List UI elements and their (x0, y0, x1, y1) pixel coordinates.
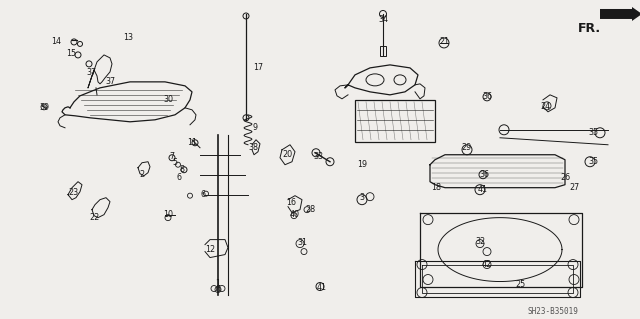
Text: FR.: FR. (578, 22, 601, 35)
Text: 35: 35 (588, 157, 598, 166)
Text: SH23-B35019: SH23-B35019 (528, 308, 579, 316)
Text: 11: 11 (187, 138, 197, 147)
Text: 37: 37 (86, 68, 96, 78)
Text: 9: 9 (252, 123, 257, 132)
Text: 15: 15 (66, 49, 76, 58)
Text: 6: 6 (216, 285, 221, 294)
Text: 23: 23 (68, 188, 78, 197)
Text: 42: 42 (482, 260, 492, 269)
Text: 8: 8 (179, 165, 184, 174)
Text: 33: 33 (313, 152, 323, 161)
Text: 2: 2 (140, 170, 145, 179)
Text: 38: 38 (248, 143, 258, 152)
Text: 18: 18 (431, 183, 441, 192)
Text: 24: 24 (540, 102, 550, 111)
Text: 20: 20 (282, 150, 292, 159)
Text: 12: 12 (205, 245, 215, 254)
Text: 34: 34 (378, 15, 388, 25)
Text: 22: 22 (90, 213, 100, 222)
FancyArrow shape (600, 7, 640, 21)
Text: 30: 30 (163, 95, 173, 104)
Text: 35: 35 (588, 128, 598, 137)
Text: 5: 5 (172, 158, 177, 167)
Text: 39: 39 (39, 103, 49, 112)
Bar (380, 46, 386, 56)
Text: 29: 29 (462, 143, 472, 152)
Text: 41: 41 (478, 185, 488, 194)
Text: 25: 25 (515, 280, 525, 289)
Text: 41: 41 (317, 283, 327, 292)
Text: 19: 19 (357, 160, 367, 169)
Text: 37: 37 (105, 78, 115, 86)
Text: 26: 26 (560, 173, 570, 182)
Text: 13: 13 (123, 33, 133, 42)
Text: 32: 32 (475, 237, 485, 246)
Text: 16: 16 (286, 198, 296, 207)
Text: 17: 17 (253, 63, 263, 72)
Text: 31: 31 (297, 238, 307, 247)
Text: 14: 14 (51, 37, 61, 47)
Text: 21: 21 (439, 37, 449, 47)
Text: 6: 6 (177, 173, 182, 182)
Text: 3: 3 (360, 193, 365, 202)
Text: 27: 27 (570, 183, 580, 192)
Text: 28: 28 (305, 205, 315, 214)
Text: 1: 1 (216, 279, 221, 288)
Bar (355, 100, 435, 142)
Text: 10: 10 (163, 210, 173, 219)
Text: 36: 36 (482, 92, 492, 101)
Text: 6: 6 (200, 190, 205, 199)
Text: 7: 7 (170, 152, 175, 161)
Text: 40: 40 (290, 210, 300, 219)
Text: 36: 36 (479, 170, 489, 179)
